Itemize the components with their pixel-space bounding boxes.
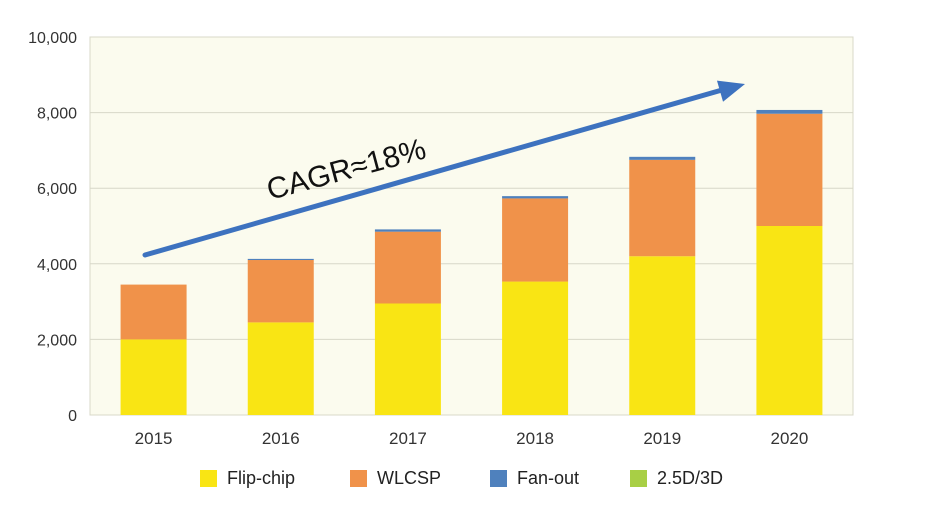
bar-segment-wlcsp-2019 [629,159,696,257]
legend-label-fan-out: Fan-out [517,467,580,488]
y-tick-label: 2,000 [37,332,77,349]
legend-swatch-2-5d-3d [630,469,647,487]
legend-label-wlcsp: WLCSP [377,467,442,488]
bar-segment-flip-chip-2015 [120,339,187,415]
legend-swatch-wlcsp [350,469,367,487]
bar-segment-wlcsp-2017 [374,231,441,304]
y-tick-label: 0 [68,408,77,425]
x-tick-label: 2017 [389,429,427,448]
cagr-arrow-head [716,80,745,102]
bar-segment-flip-chip-2017 [374,303,441,415]
bar-segment-fan-out-2020 [756,109,823,114]
legend-item-fan-out: Fan-out [490,464,579,492]
bar-segment-flip-chip-2018 [502,281,569,415]
bar-segment-wlcsp-2020 [756,113,823,226]
y-tick-label: 4,000 [37,257,77,274]
y-tick-label: 10,000 [28,30,77,47]
bar-segment-fan-out-2019 [629,156,696,160]
cagr-arrow-shaft [142,87,725,258]
x-tick-label: 2020 [771,429,809,448]
legend-label-2-5d-3d: 2.5D/3D [657,467,724,488]
legend-swatch-fan-out [490,469,507,487]
legend-item-flip-chip: Flip-chip [200,464,295,492]
bar-segment-fan-out-2017 [374,229,441,232]
legend-label-flip-chip: Flip-chip [227,467,296,488]
legend: Flip-chip WLCSP Fan-out 2.5D/3D [200,464,920,492]
y-tick-label: 8,000 [37,106,77,123]
bar-segment-fan-out-2018 [502,196,569,199]
x-tick-label: 2016 [262,429,300,448]
legend-item-wlcsp: WLCSP [350,464,441,492]
x-tick-label: 2015 [135,429,173,448]
bar-segment-flip-chip-2020 [756,226,823,415]
plot-border [89,36,854,416]
x-tick-label: 2018 [516,429,554,448]
bar-segment-fan-out-2016 [247,258,314,261]
bar-segment-wlcsp-2015 [120,284,187,340]
legend-swatch-flip-chip [200,469,217,487]
bar-segment-wlcsp-2016 [247,260,314,323]
plot-area [90,37,853,415]
legend-item-2-5d-3d: 2.5D/3D [630,464,723,492]
bar-segment-flip-chip-2019 [629,256,696,415]
bar-segment-flip-chip-2016 [247,322,314,415]
y-tick-label: 6,000 [37,181,77,198]
bar-segment-wlcsp-2018 [502,198,569,282]
x-tick-label: 2019 [643,429,681,448]
